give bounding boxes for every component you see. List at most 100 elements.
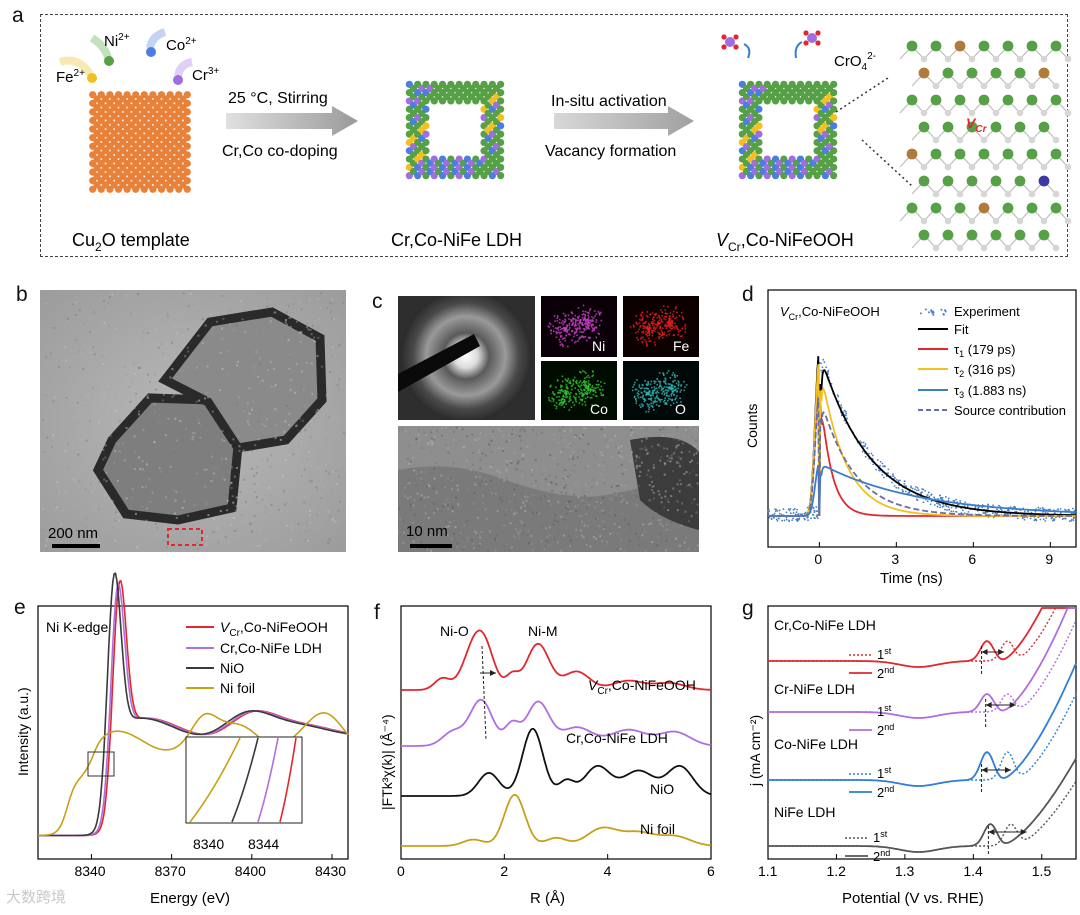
hrtem-grain — [628, 539, 631, 542]
x-tick-label: 6 — [707, 863, 715, 879]
hrtem-grain — [605, 435, 608, 438]
hrtem-grain — [420, 446, 423, 449]
hrtem-grain — [684, 510, 687, 513]
metal-atom — [930, 40, 942, 52]
hrtem-grain — [398, 428, 401, 431]
hrtem-grain — [532, 428, 535, 431]
hrtem-grain — [676, 500, 679, 503]
ldh-atom — [755, 138, 763, 147]
tem-grain — [287, 338, 290, 341]
eds-dot — [581, 314, 584, 316]
eds-dot — [568, 392, 570, 395]
hrtem-grain — [552, 457, 555, 460]
ldh-atom — [497, 130, 505, 138]
hrtem-grain — [673, 438, 676, 441]
hrtem-grain — [691, 501, 694, 504]
eds-dot — [674, 389, 676, 391]
tem-grain — [300, 308, 303, 311]
eds-dot — [639, 313, 642, 316]
panel-c-images: Ni Fe Co O 10 nm — [398, 296, 699, 552]
ldh-atom — [497, 89, 505, 97]
tem-grain — [305, 361, 308, 364]
ldh-atom — [497, 155, 505, 163]
hrtem-grain — [433, 467, 436, 470]
tem-grain — [316, 488, 319, 491]
eds-dot — [644, 399, 647, 402]
hrtem-grain — [548, 474, 551, 477]
experiment-point — [1023, 518, 1026, 521]
hrtem-grain — [556, 463, 559, 466]
experiment-point — [770, 518, 773, 521]
hrtem-grain — [687, 548, 690, 551]
eds-dot — [560, 328, 562, 331]
tem-grain — [310, 489, 313, 492]
legend-fit: Fit — [954, 322, 969, 337]
eds-dot — [660, 389, 663, 392]
eds-dot — [600, 385, 603, 388]
hrtem-grain — [463, 545, 466, 548]
hrtem-grain — [524, 504, 527, 507]
hrtem-grain — [402, 520, 405, 523]
eds-dot — [566, 331, 568, 334]
hrtem-grain — [464, 520, 467, 523]
chart-e: 8340 8370 8400 8430 Ni K-edge VCr,Co-NiFeOO… — [15, 572, 349, 907]
hrtem-grain — [415, 515, 418, 518]
eds-dot — [645, 391, 648, 394]
eds-dot — [654, 328, 656, 330]
eds-dot — [652, 316, 655, 318]
tem-grain — [289, 501, 292, 504]
eds-dot — [581, 393, 584, 396]
series-cr-nife-ldh-2nd — [768, 607, 1076, 719]
eds-dot — [646, 393, 649, 396]
hrtem-grain — [569, 545, 572, 548]
hrtem-grain — [637, 536, 640, 539]
tem-grain — [253, 483, 256, 486]
hrtem-grain — [408, 477, 411, 480]
hrtem-grain — [477, 516, 480, 519]
tem-grain — [322, 484, 325, 487]
eds-dot — [664, 323, 667, 326]
eds-dot — [663, 333, 666, 336]
experiment-point — [895, 486, 898, 489]
oxygen-atom — [1064, 163, 1072, 171]
hrtem-grain — [533, 484, 536, 487]
experiment-point — [950, 506, 953, 509]
hrtem-grain — [430, 431, 433, 434]
hrtem-grain — [419, 474, 422, 477]
tem-grain — [197, 422, 200, 425]
eds-dot — [575, 400, 577, 403]
tem-grain — [329, 301, 332, 304]
eds-dot — [564, 315, 567, 317]
experiment-point — [1070, 512, 1073, 515]
hrtem-grain — [575, 536, 578, 539]
hrtem-grain — [664, 529, 667, 532]
tem-grain — [57, 365, 60, 368]
hrtem-grain — [412, 504, 415, 507]
experiment-point — [879, 460, 882, 463]
tem-grain — [276, 473, 279, 476]
hrtem-grain — [574, 505, 577, 508]
hrtem-grain — [433, 502, 436, 505]
series-co-nife-ldh-2nd — [768, 662, 1077, 787]
hrtem-grain — [581, 506, 584, 509]
tem-grain — [157, 346, 160, 349]
hrtem-grain — [656, 520, 659, 523]
metal-atom — [942, 121, 954, 133]
eds-dot — [635, 400, 638, 402]
tem-grain — [145, 519, 148, 522]
hrtem-grain — [486, 517, 489, 520]
tem-grain — [76, 300, 79, 303]
tem-grain — [88, 331, 91, 334]
tem-grain — [105, 471, 108, 474]
eds-dot — [549, 400, 552, 403]
hrtem-grain — [627, 523, 630, 526]
tem-grain — [290, 379, 293, 382]
x-tick-label: 1.3 — [895, 863, 915, 879]
eds-dot — [663, 400, 665, 403]
hrtem-grain — [676, 549, 679, 552]
eds-dot — [572, 378, 575, 381]
tem-grain — [332, 475, 335, 478]
eds-dot — [670, 386, 673, 389]
tem-grain — [239, 335, 242, 338]
tem-grain — [62, 509, 65, 512]
